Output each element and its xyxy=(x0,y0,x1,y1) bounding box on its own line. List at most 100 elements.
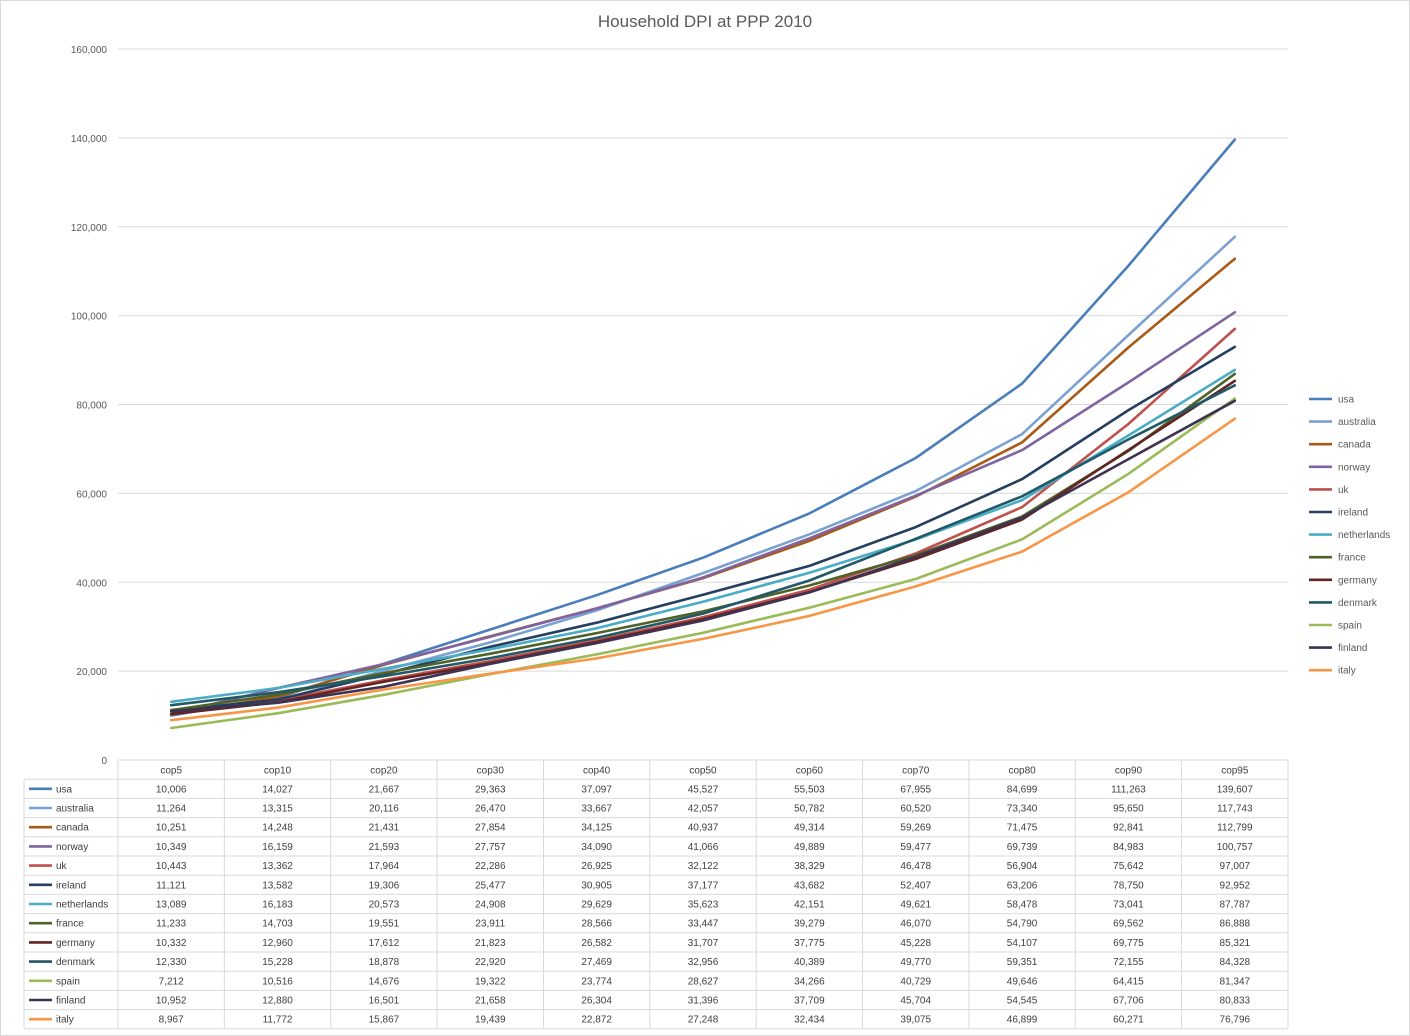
table-row-label-usa: usa xyxy=(56,784,73,795)
table-row-label-ireland: ireland xyxy=(56,880,86,891)
series-line-usa xyxy=(169,138,1237,717)
table-cell: 13,089 xyxy=(156,900,187,911)
table-cell: 54,790 xyxy=(1007,919,1038,930)
legend-label-germany: germany xyxy=(1338,575,1377,586)
table-cell: 139,607 xyxy=(1217,784,1254,795)
y-tick-label: 120,000 xyxy=(71,223,108,234)
table-cell: 84,699 xyxy=(1007,784,1038,795)
table-cell: 12,960 xyxy=(262,938,293,949)
table-row-label-australia: australia xyxy=(56,804,94,815)
table-header-cop10: cop10 xyxy=(264,766,292,777)
legend-label-ireland: ireland xyxy=(1338,508,1368,519)
table-row-label-norway: norway xyxy=(56,842,88,853)
table-header-cop70: cop70 xyxy=(902,766,930,777)
table-cell: 97,007 xyxy=(1220,861,1251,872)
table-cell: 10,349 xyxy=(156,842,187,853)
table-cell: 49,770 xyxy=(900,957,931,968)
table-header-cop20: cop20 xyxy=(370,766,398,777)
table-cell: 14,676 xyxy=(369,976,400,987)
table-header-cop90: cop90 xyxy=(1115,766,1143,777)
table-cell: 28,566 xyxy=(581,919,612,930)
table-cell: 58,478 xyxy=(1007,900,1038,911)
table-row-label-netherlands: netherlands xyxy=(56,900,108,911)
table-cell: 27,854 xyxy=(475,823,506,834)
table-row-label-spain: spain xyxy=(56,976,80,987)
table-cell: 67,955 xyxy=(900,784,931,795)
table-cell: 49,621 xyxy=(900,900,931,911)
table-cell: 64,415 xyxy=(1113,976,1144,987)
table-cell: 111,263 xyxy=(1111,784,1146,795)
table-cell: 54,107 xyxy=(1007,938,1038,949)
table-cell: 87,787 xyxy=(1220,900,1251,911)
table-header-cop80: cop80 xyxy=(1008,766,1036,777)
table-cell: 12,330 xyxy=(156,957,187,968)
table-cell: 21,667 xyxy=(369,784,400,795)
table-cell: 26,304 xyxy=(581,996,612,1007)
table-cell: 15,228 xyxy=(262,957,293,968)
y-tick-label: 60,000 xyxy=(76,489,107,500)
table-cell: 37,097 xyxy=(581,784,612,795)
table-cell: 28,627 xyxy=(688,976,719,987)
table-cell: 19,551 xyxy=(369,919,400,930)
table-row-label-finland: finland xyxy=(56,996,85,1007)
table-cell: 45,527 xyxy=(688,784,719,795)
table-cell: 26,925 xyxy=(581,861,612,872)
table-header-cop40: cop40 xyxy=(583,766,611,777)
table-cell: 24,908 xyxy=(475,900,506,911)
y-tick-label: 0 xyxy=(101,756,107,767)
table-cell: 39,279 xyxy=(794,919,825,930)
series-line-canada xyxy=(169,257,1237,716)
table-cell: 86,888 xyxy=(1220,919,1251,930)
table-cell: 32,122 xyxy=(688,861,719,872)
table-cell: 32,434 xyxy=(794,1015,825,1026)
series-line-france xyxy=(169,372,1237,712)
legend-label-uk: uk xyxy=(1338,485,1350,496)
table-cell: 49,889 xyxy=(794,842,825,853)
gridlines xyxy=(118,48,1288,672)
table-cell: 72,155 xyxy=(1113,957,1144,968)
table-cell: 34,090 xyxy=(581,842,612,853)
table-cell: 84,983 xyxy=(1113,842,1144,853)
table-cell: 41,066 xyxy=(688,842,719,853)
series-lines xyxy=(169,138,1237,730)
table-cell: 10,006 xyxy=(156,784,187,795)
table-row-label-uk: uk xyxy=(56,861,68,872)
table-cell: 16,183 xyxy=(262,900,293,911)
table-cell: 45,228 xyxy=(900,938,931,949)
table-cell: 85,321 xyxy=(1220,938,1251,949)
table-cell: 29,629 xyxy=(581,900,612,911)
table-cell: 34,266 xyxy=(794,976,825,987)
table-cell: 33,667 xyxy=(581,804,612,815)
table-cell: 11,233 xyxy=(156,919,186,930)
table-cell: 69,775 xyxy=(1113,938,1144,949)
table-cell: 7,212 xyxy=(159,976,184,987)
table-cell: 25,477 xyxy=(475,880,506,891)
table-cell: 69,739 xyxy=(1007,842,1038,853)
table-cell: 92,952 xyxy=(1220,880,1251,891)
table-cell: 18,878 xyxy=(369,957,400,968)
table-cell: 11,121 xyxy=(156,880,186,891)
table-cell: 13,315 xyxy=(262,804,293,815)
legend-label-netherlands: netherlands xyxy=(1338,530,1390,541)
table-cell: 78,750 xyxy=(1113,880,1144,891)
table-cell: 13,362 xyxy=(262,861,293,872)
table-cell: 73,041 xyxy=(1113,900,1144,911)
table-cell: 59,269 xyxy=(900,823,931,834)
table-cell: 60,520 xyxy=(900,804,931,815)
table-cell: 60,271 xyxy=(1113,1015,1144,1026)
table-cell: 59,351 xyxy=(1007,957,1038,968)
table-header-cop95: cop95 xyxy=(1221,766,1249,777)
table-row-label-france: france xyxy=(56,919,84,930)
table-cell: 11,264 xyxy=(156,804,186,815)
table-cell: 40,729 xyxy=(900,976,931,987)
table-cell: 30,905 xyxy=(581,880,612,891)
table-cell: 54,545 xyxy=(1007,996,1038,1007)
table-cell: 21,593 xyxy=(369,842,400,853)
table-cell: 34,125 xyxy=(581,823,612,834)
y-tick-label: 100,000 xyxy=(71,312,108,323)
table-cell: 84,328 xyxy=(1220,957,1251,968)
table-cell: 38,329 xyxy=(794,861,825,872)
series-line-spain xyxy=(169,397,1237,730)
table-cell: 10,516 xyxy=(262,976,293,987)
